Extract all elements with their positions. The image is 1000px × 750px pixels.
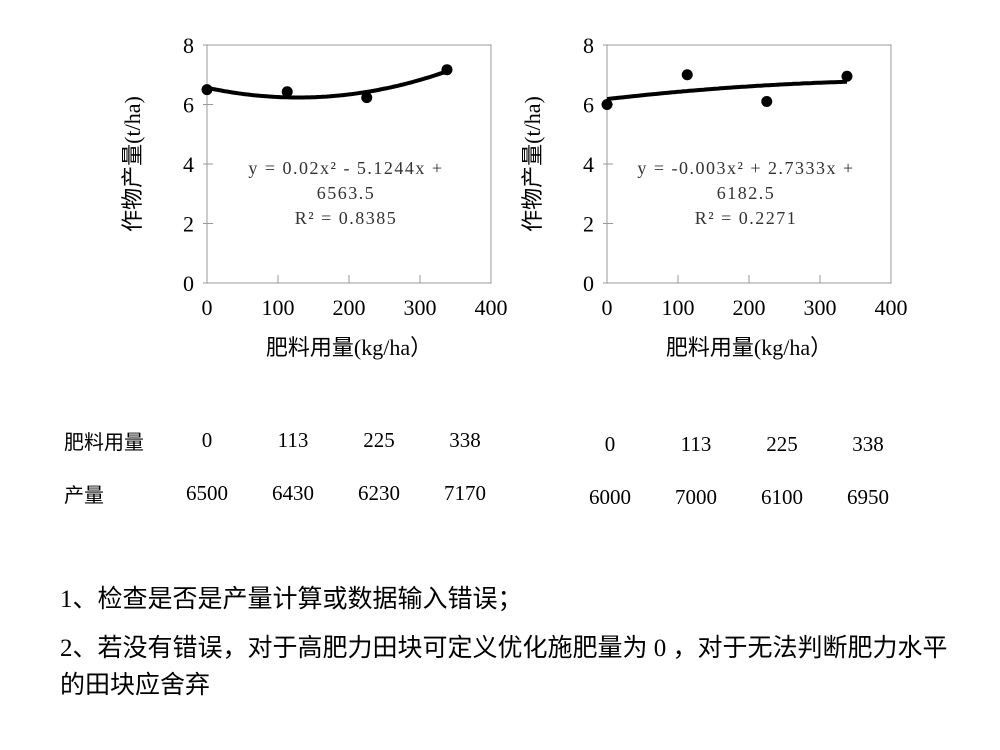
data-point [361, 92, 373, 104]
yield-chart-right: 0 2 4 6 8 0 100 200 300 400 肥料用量(kg/ha） 作物产量(t/ha) y… [520, 25, 920, 370]
x-tick-label: 100 [262, 295, 295, 320]
table-cell: 0 [201, 428, 213, 452]
table-row: 产量 6500 6430 6230 7170 [64, 467, 508, 520]
y-tick-label: 4 [583, 152, 594, 177]
table-cell: 6430 [272, 481, 314, 505]
equation-text: y = 0.02x² - 5.1244x + [248, 158, 443, 178]
x-tick-label: 100 [662, 295, 695, 320]
table-row: 6000 7000 6100 6950 [567, 471, 911, 524]
table-cell: 0 [604, 432, 616, 456]
data-point [681, 69, 693, 81]
equation-text: y = -0.003x² + 2.7333x + [637, 158, 854, 178]
table-cell: 6100 [761, 485, 803, 509]
x-tick-label: 200 [733, 295, 766, 320]
y-tick-label: 8 [583, 33, 594, 58]
trendline [206, 69, 448, 100]
data-point [601, 99, 613, 110]
x-tick-label: 400 [875, 295, 908, 320]
x-axis-title: 肥料用量(kg/ha） [266, 335, 432, 360]
x-axis-title: 肥料用量(kg/ha） [666, 335, 832, 360]
y-tick-label: 6 [583, 93, 594, 118]
equation-text: R² = 0.8385 [295, 208, 398, 228]
chart-canvas-right: 0 2 4 6 8 0 100 200 300 400 肥料用量(kg/ha） 作物产量(t/ha) y… [520, 33, 908, 360]
x-tick-label: 300 [404, 295, 437, 320]
data-point [761, 96, 773, 108]
x-tick-label: 200 [333, 295, 366, 320]
data-point [281, 86, 293, 98]
x-tick-label: 0 [202, 295, 213, 320]
table-cell: 225 [766, 432, 798, 456]
y-tick-label: 4 [183, 152, 194, 177]
table-cell: 6950 [847, 485, 889, 509]
table-cell: 6500 [186, 481, 228, 505]
y-tick-label: 2 [583, 212, 594, 237]
table-cell: 6230 [358, 481, 400, 505]
fertilizer-yield-table-right: 0 113 225 338 6000 7000 6100 6950 [567, 418, 911, 524]
note-1: 1、检查是否是产量计算或数据输入错误； [60, 586, 523, 613]
table-cell: 113 [277, 428, 309, 452]
note-2: 2、若没有错误，对于高肥力田块可定义优化施肥量为 0 ，对于无法判断肥力水平的田… [60, 635, 948, 699]
row-label-yield: 产量 [64, 485, 104, 507]
table-cell: 338 [852, 432, 884, 456]
x-tick-label: 300 [804, 295, 837, 320]
equation-text: 6182.5 [717, 183, 776, 203]
table-cell: 7000 [675, 485, 717, 509]
y-axis-title: 作物产量(t/ha) [120, 96, 145, 232]
table-cell: 338 [449, 428, 481, 452]
x-tick-label: 400 [475, 295, 508, 320]
y-axis-title: 作物产量(t/ha) [520, 96, 545, 232]
data-point [441, 64, 453, 76]
table-cell: 113 [680, 432, 712, 456]
table-row: 肥料用量 0 113 225 338 [64, 414, 508, 467]
table-cell: 7170 [444, 481, 486, 505]
yield-chart-left: 0 2 4 6 8 0 100 200 300 400 肥料用量(kg/ha） 作物产量(t/ha) y… [120, 25, 520, 370]
y-tick-label: 6 [183, 93, 194, 118]
table-cell: 225 [363, 428, 395, 452]
table-row: 0 113 225 338 [567, 418, 911, 471]
y-tick-label: 0 [583, 271, 594, 296]
y-tick-label: 2 [183, 212, 194, 237]
y-tick-label: 0 [183, 271, 194, 296]
row-label-fertilizer: 肥料用量 [64, 432, 144, 454]
data-point [841, 70, 853, 82]
equation-text: 6563.5 [317, 183, 376, 203]
fertilizer-yield-table-left: 肥料用量 0 113 225 338 产量 6500 6430 6230 717… [64, 414, 508, 520]
equation-text: R² = 0.2271 [695, 208, 798, 228]
table-cell: 6000 [589, 485, 631, 509]
data-point [201, 84, 213, 96]
chart-canvas-left: 0 2 4 6 8 0 100 200 300 400 肥料用量(kg/ha） 作物产量(t/ha) y… [120, 33, 508, 360]
x-tick-label: 0 [602, 295, 613, 320]
y-tick-label: 8 [183, 33, 194, 58]
trendline [606, 79, 847, 102]
